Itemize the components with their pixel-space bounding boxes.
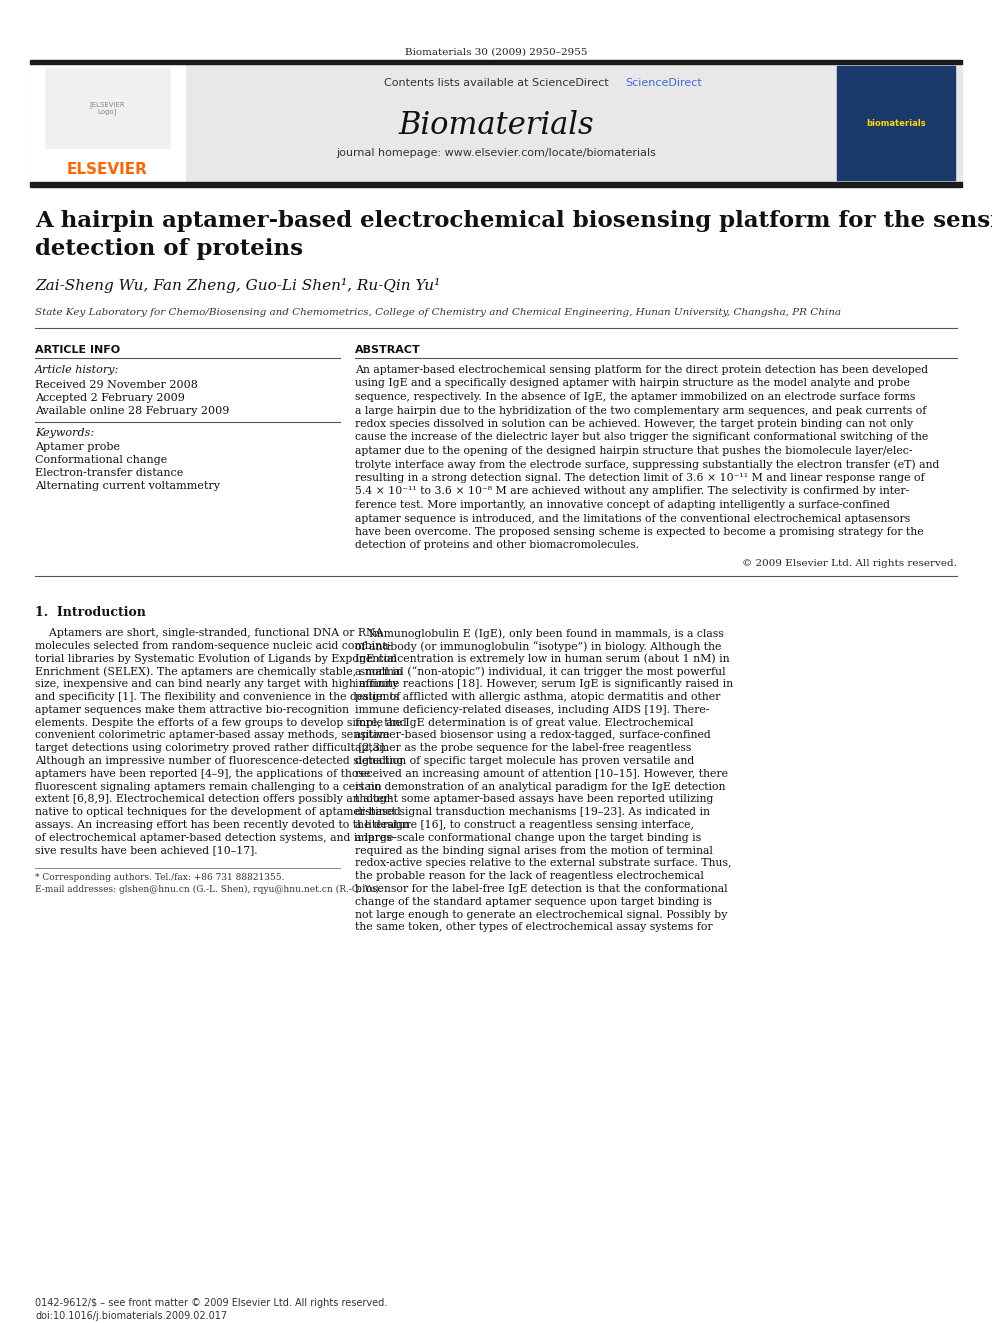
Text: required as the binding signal arises from the motion of terminal: required as the binding signal arises fr… [355, 845, 713, 856]
Text: distinct signal transduction mechanisms [19–23]. As indicated in: distinct signal transduction mechanisms … [355, 807, 710, 818]
Text: Biomaterials: Biomaterials [398, 110, 594, 142]
Text: Keywords:: Keywords: [35, 429, 94, 438]
Text: fluorescent signaling aptamers remain challenging to a certain: fluorescent signaling aptamers remain ch… [35, 782, 382, 791]
Text: Alternating current voltammetry: Alternating current voltammetry [35, 482, 220, 491]
Text: aptamer sequence is introduced, and the limitations of the conventional electroc: aptamer sequence is introduced, and the … [355, 513, 911, 524]
Text: convenient colorimetric aptamer-based assay methods, sensitive: convenient colorimetric aptamer-based as… [35, 730, 390, 741]
Bar [30, 60, 962, 64]
Text: E-mail addresses: glshen@hnu.cn (G.-L. Shen), rqyu@hnu.net.cn (R.-Q. Yu).: E-mail addresses: glshen@hnu.cn (G.-L. S… [35, 884, 382, 893]
Text: immune deficiency-related diseases, including AIDS [19]. There-: immune deficiency-related diseases, incl… [355, 705, 709, 714]
Text: ARTICLE INFO: ARTICLE INFO [35, 345, 120, 355]
Text: a large-scale conformational change upon the target binding is: a large-scale conformational change upon… [355, 832, 701, 843]
Text: native to optical techniques for the development of aptamer-based: native to optical techniques for the dev… [35, 807, 401, 818]
Text: have been overcome. The proposed sensing scheme is expected to become a promisin: have been overcome. The proposed sensing… [355, 527, 924, 537]
Text: sequence, respectively. In the absence of IgE, the aptamer immobilized on an ele: sequence, respectively. In the absence o… [355, 392, 916, 402]
Text: fore, the IgE determination is of great value. Electrochemical: fore, the IgE determination is of great … [355, 717, 693, 728]
Text: a literature [16], to construct a reagentless sensing interface,: a literature [16], to construct a reagen… [355, 820, 694, 830]
Bar [837, 66, 955, 180]
Text: doi:10.1016/j.biomaterials.2009.02.017: doi:10.1016/j.biomaterials.2009.02.017 [35, 1311, 227, 1320]
Text: trolyte interface away from the electrode surface, suppressing substantially the: trolyte interface away from the electrod… [355, 459, 939, 470]
Text: An aptamer-based electrochemical sensing platform for the direct protein detecti: An aptamer-based electrochemical sensing… [355, 365, 929, 374]
Text: Conformational change: Conformational change [35, 455, 168, 464]
Bar [30, 64, 962, 183]
Text: journal homepage: www.elsevier.com/locate/biomaterials: journal homepage: www.elsevier.com/locat… [336, 148, 656, 157]
Text: ference test. More importantly, an innovative concept of adapting intelligently : ference test. More importantly, an innov… [355, 500, 890, 509]
Text: 5.4 × 10⁻¹¹ to 3.6 × 10⁻⁸ M are achieved without any amplifier. The selectivity : 5.4 × 10⁻¹¹ to 3.6 × 10⁻⁸ M are achieved… [355, 487, 910, 496]
Text: resulting in a strong detection signal. The detection limit of 3.6 × 10⁻¹¹ M and: resulting in a strong detection signal. … [355, 474, 925, 483]
Text: © 2009 Elsevier Ltd. All rights reserved.: © 2009 Elsevier Ltd. All rights reserved… [742, 560, 957, 568]
Text: cause the increase of the dielectric layer but also trigger the significant conf: cause the increase of the dielectric lay… [355, 433, 929, 442]
Text: torial libraries by Systematic Evolution of Ligands by Exponential: torial libraries by Systematic Evolution… [35, 654, 397, 664]
Text: aptamer sequences make them attractive bio-recognition: aptamer sequences make them attractive b… [35, 705, 349, 714]
Text: State Key Laboratory for Chemo/Biosensing and Chemometrics, College of Chemistry: State Key Laboratory for Chemo/Biosensin… [35, 308, 841, 318]
Text: Although an impressive number of fluorescence-detected signaling: Although an impressive number of fluores… [35, 755, 404, 766]
Text: Article history:: Article history: [35, 365, 119, 374]
Text: IgE concentration is extremely low in human serum (about 1 nM) in: IgE concentration is extremely low in hu… [355, 654, 730, 664]
Text: detection of proteins and other biomacromolecules.: detection of proteins and other biomacro… [355, 541, 639, 550]
Text: Accepted 2 February 2009: Accepted 2 February 2009 [35, 393, 185, 404]
Text: aptamer-based biosensor using a redox-tagged, surface-confined: aptamer-based biosensor using a redox-ta… [355, 730, 710, 741]
Text: Available online 28 February 2009: Available online 28 February 2009 [35, 406, 229, 415]
Text: a large hairpin due to the hybridization of the two complementary arm sequences,: a large hairpin due to the hybridization… [355, 406, 927, 415]
Text: Contents lists available at ScienceDirect: Contents lists available at ScienceDirec… [384, 78, 608, 89]
Text: redox species dissolved in solution can be achieved. However, the target protein: redox species dissolved in solution can … [355, 419, 913, 429]
Text: the probable reason for the lack of reagentless electrochemical: the probable reason for the lack of reag… [355, 872, 704, 881]
Text: A hairpin aptamer-based electrochemical biosensing platform for the sensitive: A hairpin aptamer-based electrochemical … [35, 210, 992, 232]
Text: [ELSEVIER
Logo]: [ELSEVIER Logo] [89, 101, 125, 115]
Text: extent [6,8,9]. Electrochemical detection offers possibly an alter-: extent [6,8,9]. Electrochemical detectio… [35, 794, 393, 804]
Text: ScienceDirect: ScienceDirect [625, 78, 701, 89]
Text: Received 29 November 2008: Received 29 November 2008 [35, 380, 197, 390]
Text: elements. Despite the efforts of a few groups to develop simple and: elements. Despite the efforts of a few g… [35, 717, 407, 728]
Text: received an increasing amount of attention [10–15]. However, there: received an increasing amount of attenti… [355, 769, 728, 779]
Text: patients afflicted with allergic asthma, atopic dermatitis and other: patients afflicted with allergic asthma,… [355, 692, 720, 703]
Text: redox-active species relative to the external substrate surface. Thus,: redox-active species relative to the ext… [355, 859, 731, 868]
Text: change of the standard aptamer sequence upon target binding is: change of the standard aptamer sequence … [355, 897, 712, 906]
Text: target detections using colorimetry proved rather difficult [2,3].: target detections using colorimetry prov… [35, 744, 388, 753]
Bar [30, 64, 185, 183]
Bar [45, 67, 170, 148]
Text: immune reactions [18]. However, serum IgE is significantly raised in: immune reactions [18]. However, serum Ig… [355, 679, 733, 689]
Text: 1.  Introduction: 1. Introduction [35, 606, 146, 619]
Text: of antibody (or immunoglobulin “isotype”) in biology. Although the: of antibody (or immunoglobulin “isotype”… [355, 640, 721, 652]
Text: and specificity [1]. The flexibility and convenience in the design of: and specificity [1]. The flexibility and… [35, 692, 400, 703]
Text: a normal (“non-atopic”) individual, it can trigger the most powerful: a normal (“non-atopic”) individual, it c… [355, 667, 725, 677]
Text: detection of proteins: detection of proteins [35, 238, 304, 261]
Text: using IgE and a specifically designed aptamer with hairpin structure as the mode: using IgE and a specifically designed ap… [355, 378, 910, 389]
Text: thought some aptamer-based assays have been reported utilizing: thought some aptamer-based assays have b… [355, 794, 713, 804]
Text: Immunoglobulin E (IgE), only been found in mammals, is a class: Immunoglobulin E (IgE), only been found … [355, 628, 724, 639]
Text: aptamer due to the opening of the designed hairpin structure that pushes the bio: aptamer due to the opening of the design… [355, 446, 913, 456]
Text: biomaterials: biomaterials [866, 119, 926, 127]
Text: detection of specific target molecule has proven versatile and: detection of specific target molecule ha… [355, 755, 694, 766]
Text: aptamer as the probe sequence for the label-free reagentless: aptamer as the probe sequence for the la… [355, 744, 691, 753]
Text: molecules selected from random-sequence nucleic acid combina-: molecules selected from random-sequence … [35, 640, 392, 651]
Text: ELSEVIER: ELSEVIER [66, 161, 148, 177]
Text: Aptamer probe: Aptamer probe [35, 442, 120, 452]
Text: sive results have been achieved [10–17].: sive results have been achieved [10–17]. [35, 845, 258, 856]
Text: Zai-Sheng Wu, Fan Zheng, Guo-Li Shen¹, Ru-Qin Yu¹: Zai-Sheng Wu, Fan Zheng, Guo-Li Shen¹, R… [35, 278, 440, 292]
Text: Biomaterials 30 (2009) 2950–2955: Biomaterials 30 (2009) 2950–2955 [405, 48, 587, 57]
Text: Enrichment (SELEX). The aptamers are chemically stable, small in: Enrichment (SELEX). The aptamers are che… [35, 667, 403, 677]
Text: the same token, other types of electrochemical assay systems for: the same token, other types of electroch… [355, 922, 712, 933]
Text: Electron-transfer distance: Electron-transfer distance [35, 468, 184, 478]
Text: Aptamers are short, single-stranded, functional DNA or RNA: Aptamers are short, single-stranded, fun… [35, 628, 383, 638]
Text: 0142-9612/$ – see front matter © 2009 Elsevier Ltd. All rights reserved.: 0142-9612/$ – see front matter © 2009 El… [35, 1298, 387, 1308]
Text: biosensor for the label-free IgE detection is that the conformational: biosensor for the label-free IgE detecti… [355, 884, 727, 894]
Text: not large enough to generate an electrochemical signal. Possibly by: not large enough to generate an electroc… [355, 910, 727, 919]
Text: size, inexpensive and can bind nearly any target with high affinity: size, inexpensive and can bind nearly an… [35, 679, 399, 689]
Text: ABSTRACT: ABSTRACT [355, 345, 421, 355]
Text: is no demonstration of an analytical paradigm for the IgE detection: is no demonstration of an analytical par… [355, 782, 725, 791]
Text: assays. An increasing effort has been recently devoted to the design: assays. An increasing effort has been re… [35, 820, 410, 830]
Text: * Corresponding authors. Tel./fax: +86 731 88821355.: * Corresponding authors. Tel./fax: +86 7… [35, 873, 285, 882]
Text: aptamers have been reported [4–9], the applications of those: aptamers have been reported [4–9], the a… [35, 769, 370, 779]
Bar [30, 183, 962, 187]
Text: of electrochemical aptamer-based detection systems, and impres-: of electrochemical aptamer-based detecti… [35, 832, 396, 843]
